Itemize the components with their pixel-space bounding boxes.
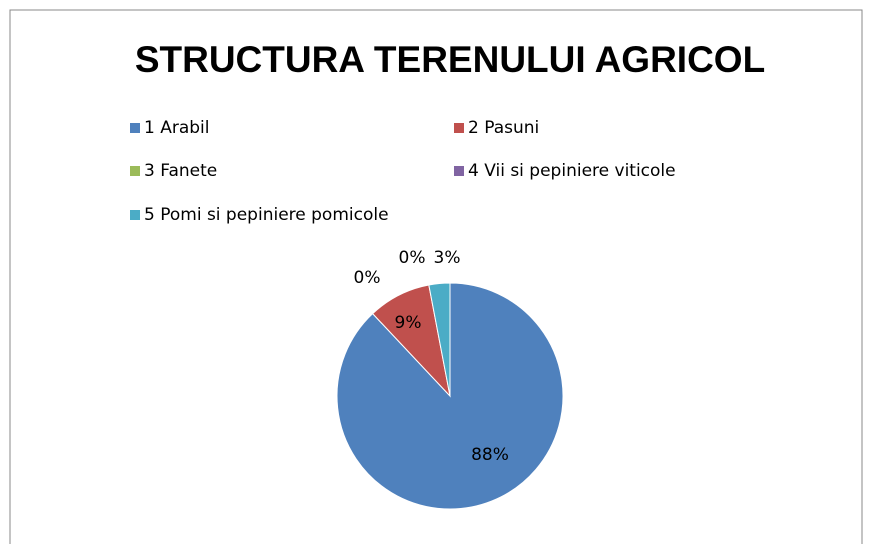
data-label: 3%	[434, 248, 461, 268]
data-label: 0%	[354, 268, 381, 288]
legend-swatch	[130, 123, 140, 133]
legend-label: 1 Arabil	[144, 118, 210, 138]
chart-title: STRUCTURA TERENULUI AGRICOL	[135, 39, 765, 80]
data-label: 88%	[471, 445, 509, 465]
legend-swatch	[454, 166, 464, 176]
pie-slice	[428, 282, 451, 397]
data-label: 9%	[395, 313, 422, 333]
legend-label: 2 Pasuni	[468, 118, 539, 138]
legend-label: 5 Pomi si pepiniere pomicole	[144, 205, 389, 225]
legend-label: 3 Fanete	[144, 161, 217, 181]
legend-swatch	[130, 210, 140, 220]
legend-swatch	[454, 123, 464, 133]
legend-swatch	[130, 166, 140, 176]
legend-label: 4 Vii si pepiniere viticole	[468, 161, 676, 181]
data-label: 0%	[399, 248, 426, 268]
